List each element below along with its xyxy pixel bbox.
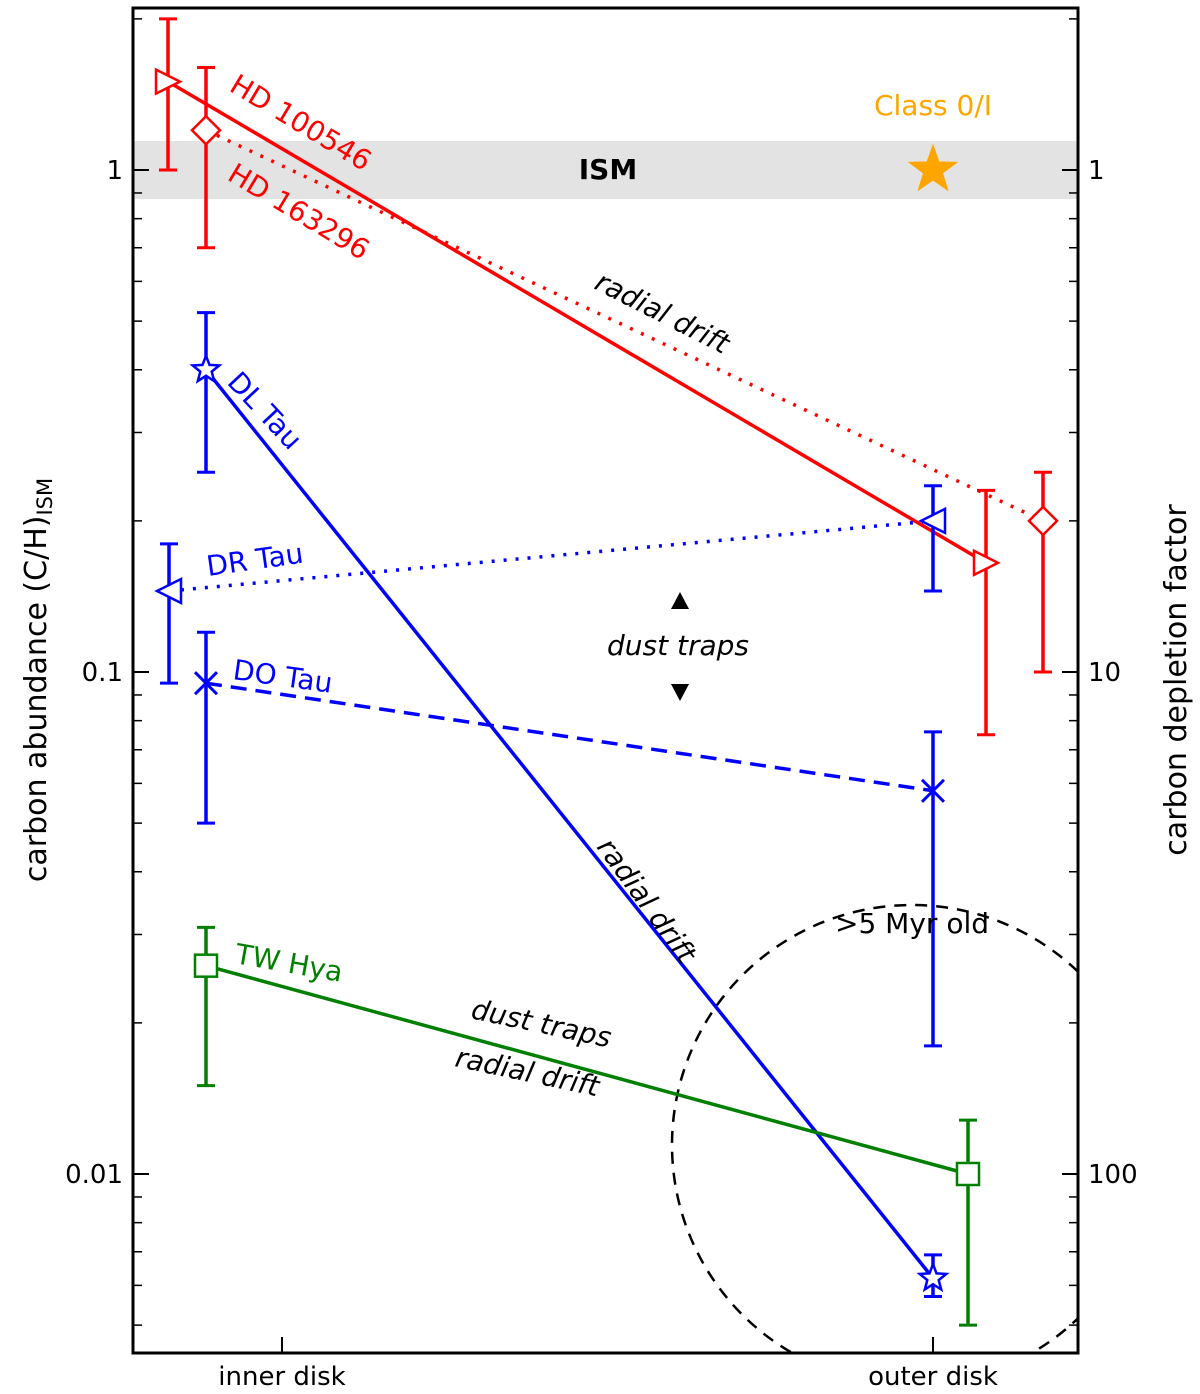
annotation-dust-traps-center: dust traps [607, 629, 749, 662]
y-axis-title-subscript: ISM [33, 478, 57, 516]
marker-triangle-right [972, 548, 1001, 577]
label-do-tau: DO Tau [231, 653, 334, 700]
series-line [205, 681, 934, 793]
series-line [204, 368, 935, 1280]
ism-label: ISM [579, 153, 637, 186]
old-disk-circle [670, 903, 1078, 1353]
class0-star-marker [907, 143, 959, 192]
marker-star [916, 1260, 950, 1293]
y-axis-title: carbon abundance (C/H)ISM [19, 478, 57, 882]
x-tick-label: inner disk [218, 1362, 345, 1392]
y2-tick-label: 10 [1088, 658, 1121, 688]
class0-label: Class 0/I [874, 89, 992, 122]
annotation-radial-drift-red: radial drift [590, 265, 736, 361]
y-tick-label: 1 [106, 156, 123, 186]
y2-tick-label: 1 [1088, 156, 1105, 186]
series-hd-163296 [190, 66, 1059, 674]
marker-star [189, 352, 223, 384]
y-tick-label: 0.1 [82, 658, 123, 688]
series-line [167, 80, 987, 565]
y2-tick-label: 100 [1088, 1160, 1138, 1190]
marker-x [193, 671, 219, 696]
series-tw-hya [193, 925, 981, 1327]
series-do-tau [193, 630, 946, 1048]
up-arrow-icon [671, 592, 689, 609]
marker-triangle-left [918, 506, 947, 535]
marker-x [920, 778, 946, 803]
series-layer [154, 17, 1059, 1327]
annotation-radial-drift-green: radial drift [453, 1041, 604, 1104]
marker-triangle-left [154, 576, 183, 606]
label-tw-hya: TW Hya [232, 937, 346, 989]
series-line [205, 128, 1044, 523]
marker-diamond [1027, 505, 1059, 537]
series-dr-tau [154, 484, 947, 685]
annotation-radial-drift-blue: radial drift [590, 832, 703, 970]
marker-square [193, 953, 219, 978]
marker-diamond [190, 114, 222, 147]
y-tick-label: 0.01 [65, 1160, 123, 1190]
annotation-old-disk: >5 Myr old [835, 907, 989, 940]
label-dr-tau: DR Tau [204, 537, 305, 583]
series-dl-tau [189, 311, 950, 1299]
marker-triangle-right [154, 67, 183, 96]
down-arrow-icon [671, 684, 689, 701]
x-tick-label: outer disk [868, 1362, 998, 1392]
ticks-layer: 1 0.1 0.01 1 10 100 inner disk outer disk [65, 18, 1138, 1392]
y2-axis-title: carbon depletion factor [1159, 504, 1194, 856]
plot-frame [131, 6, 1080, 1355]
old-disk-circle-layer [670, 903, 1078, 1353]
y-axis-title-main: carbon abundance (C/H) [19, 516, 54, 883]
marker-square [955, 1161, 981, 1187]
series-line [205, 963, 969, 1176]
